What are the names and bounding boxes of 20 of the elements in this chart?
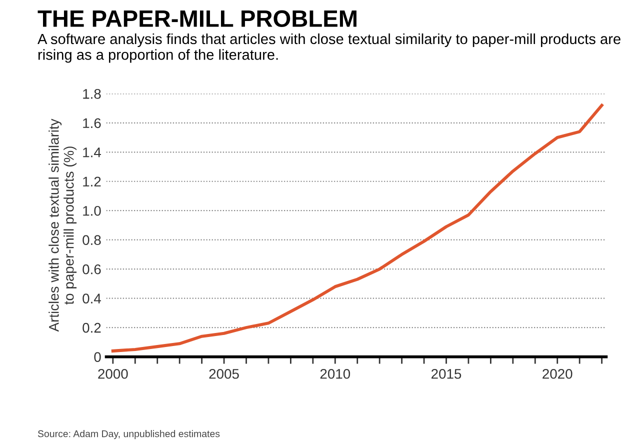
x-tick-label: 2020 xyxy=(542,368,572,379)
y-tick-label: 1.8 xyxy=(83,88,101,99)
y-tick-label: 0.4 xyxy=(82,294,101,304)
y-tick-label: 0.2 xyxy=(82,322,101,333)
y-tick-label: 1.2 xyxy=(83,176,101,186)
y-tick-label: 0 xyxy=(94,352,101,362)
line-series xyxy=(111,104,604,352)
source-note: Source: Adam Day, unpublished estimates xyxy=(38,430,220,440)
y-tick-label: 0.8 xyxy=(82,235,101,246)
chart-title: THE PAPER-MILL PROBLEM xyxy=(38,10,356,27)
y-tick-label: 1.6 xyxy=(83,118,101,128)
y-tick-label: 1.4 xyxy=(83,148,101,158)
x-tick-label: 2015 xyxy=(432,368,462,379)
x-tick-label: 2005 xyxy=(209,368,239,379)
y-tick-label: 0.6 xyxy=(82,264,101,274)
x-tick-label: 2000 xyxy=(98,368,128,379)
y-axis-title: Articles with close textual similarity to paper-mill products (%) xyxy=(48,118,77,332)
chart-subtitle: A software analysis finds that articles with close textual similarity to paper-mill products are rising as a proportion of the literature. xyxy=(38,33,620,63)
x-tick-label: 2010 xyxy=(320,368,350,379)
y-tick-label: 1.0 xyxy=(83,206,101,216)
